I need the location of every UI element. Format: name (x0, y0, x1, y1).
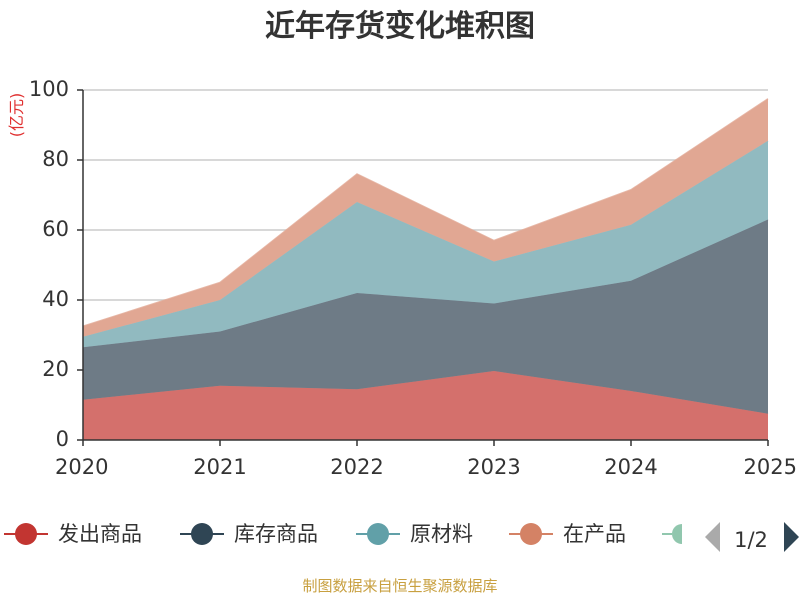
area-series-4 (83, 98, 768, 337)
legend-item-3[interactable]: 原材料 (356, 522, 473, 546)
legend-label: 库存商品 (234, 522, 318, 546)
pager-label: 1/2 (734, 528, 768, 552)
area-series (82, 98, 769, 440)
y-tick-label: 60 (42, 217, 69, 241)
legend-item-2[interactable]: 库存商品 (180, 522, 318, 546)
x-tick-label: 2023 (467, 455, 520, 479)
legend-item-4[interactable]: 在产品 (509, 522, 626, 546)
legend-pager: 1/2 (705, 522, 799, 552)
legend-label: 发出商品 (58, 522, 142, 546)
y-tick-label: 100 (29, 77, 69, 101)
x-tick-label: 2022 (330, 455, 383, 479)
legend: 发出商品 库存商品 原材料 在产品 (4, 522, 682, 546)
legend-item-5-partial[interactable] (662, 524, 682, 544)
y-tick-label: 80 (42, 147, 69, 171)
y-tick-label: 40 (42, 287, 69, 311)
x-tick-label: 2024 (604, 455, 657, 479)
legend-label: 在产品 (563, 522, 626, 546)
pager-prev-icon[interactable] (705, 522, 720, 552)
chart-title: 近年存货变化堆积图 (265, 9, 535, 44)
y-tick-label: 20 (42, 357, 69, 381)
area-series-1 (83, 371, 768, 440)
legend-item-1[interactable]: 发出商品 (4, 522, 142, 546)
axes: 0 20 40 60 80 100 2020 2021 2022 2023 2024 2025 (29, 77, 797, 479)
legend-marker-icon (191, 523, 213, 545)
x-tick-label: 2020 (55, 455, 108, 479)
legend-marker-icon (367, 523, 389, 545)
x-tick-label: 2025 (744, 455, 797, 479)
area-series-edge-4 (82, 98, 769, 327)
x-tick-label: 2021 (193, 455, 246, 479)
y-axis-unit: (亿元) (7, 93, 26, 138)
area-series-2 (83, 219, 768, 414)
y-tick-label: 0 (56, 427, 69, 451)
area-series-3 (83, 140, 768, 348)
pager-next-icon[interactable] (784, 522, 799, 552)
legend-label: 原材料 (410, 522, 473, 546)
legend-marker-icon (15, 523, 37, 545)
legend-marker-icon (672, 524, 682, 544)
legend-marker-icon (520, 523, 542, 545)
data-source-note: 制图数据来自恒生聚源数据库 (302, 577, 497, 595)
